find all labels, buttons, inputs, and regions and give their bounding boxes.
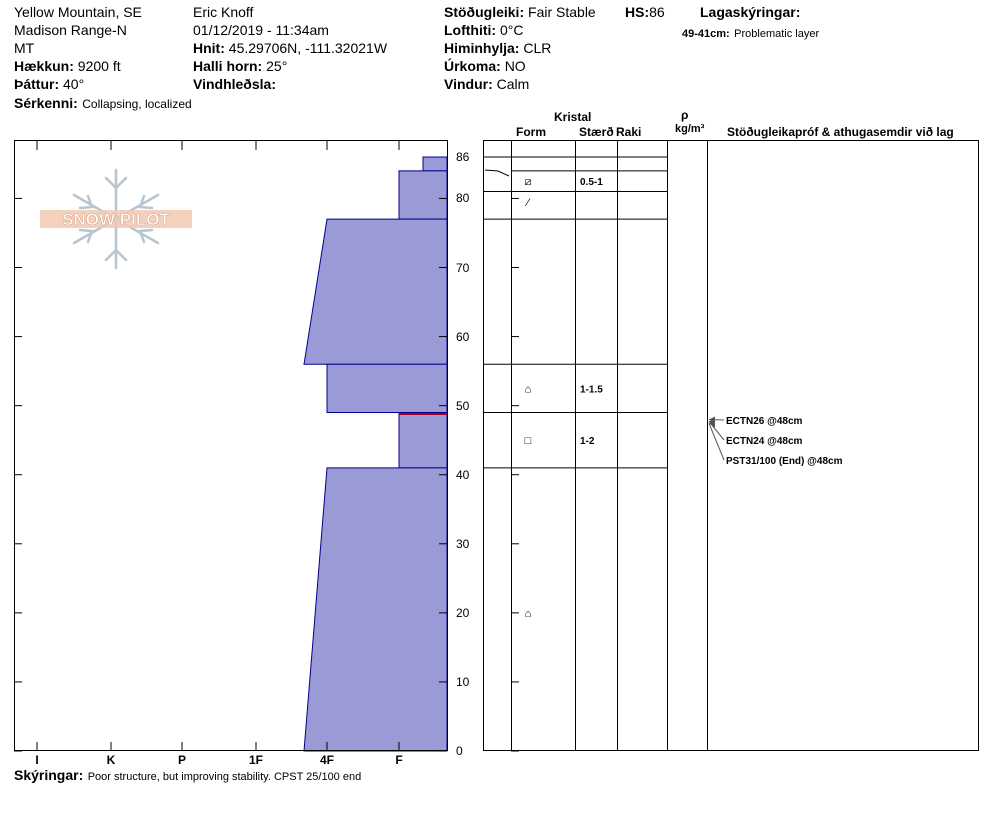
aspect: Þáttur: 40° — [14, 76, 84, 92]
wind-loading: Vindhleðsla: — [193, 76, 276, 92]
table-frame — [483, 140, 979, 751]
depth-tick-label: 30 — [456, 536, 470, 551]
aspect-label: Þáttur: — [14, 76, 60, 92]
datetime: 01/12/2019 - 11:34am — [193, 22, 329, 38]
features-label: Sérkenni: — [14, 95, 78, 111]
stability: Stöðugleiki: Fair Stable — [444, 4, 596, 20]
precip-value: NO — [504, 58, 526, 74]
crystal-form-symbol: ⧄ — [525, 176, 532, 188]
hardness-chart-frame — [14, 140, 448, 751]
snowpilot-logo: SNOW PILOT — [40, 168, 192, 270]
rho-header: ρ — [681, 108, 689, 122]
hardness-layer-0 — [422, 156, 448, 172]
stability-value: Fair Stable — [528, 4, 596, 20]
logo-text: SNOW PILOT — [62, 210, 170, 229]
coords-label: Hnit: — [193, 40, 225, 56]
size-header: Stærð — [579, 125, 614, 139]
elevation-value: 9200 ft — [77, 58, 121, 74]
legend-range: 49-41cm: — [682, 28, 730, 40]
depth-tick-label: 0 — [456, 744, 463, 758]
test-arrowhead — [709, 420, 715, 428]
depth-tick-label: 60 — [456, 329, 470, 344]
wind-value: Calm — [496, 76, 530, 92]
hardness-tick-label: 1F — [248, 753, 263, 767]
depth-tick-label: 80 — [456, 191, 470, 206]
windload-label: Vindhleðsla: — [193, 76, 276, 92]
slope-label: Halli horn: — [193, 58, 263, 74]
coords-value: 45.29706N, -111.32021W — [228, 40, 388, 56]
aspect-value: 40° — [63, 76, 85, 92]
crystal-size-label: 1-2 — [580, 436, 595, 447]
hs-label: HS: — [625, 4, 650, 20]
features: Sérkenni: Collapsing, localized — [14, 95, 192, 113]
legend-text: Problematic layer — [734, 28, 820, 40]
location: Yellow Mountain, SE — [14, 4, 142, 20]
depth-tick-label: 70 — [456, 260, 470, 275]
hardness-layer-2 — [303, 218, 448, 365]
stability-label: Stöðugleiki: — [444, 4, 525, 20]
airtemp-label: Lofthiti: — [444, 22, 497, 38]
wind-label: Vindur: — [444, 76, 493, 92]
hardness-tick-label: K — [106, 753, 116, 767]
elevation: Hækkun: 9200 ft — [14, 58, 121, 74]
hs-value: 86 — [649, 4, 665, 20]
tests-header: Stöðugleikapróf & athugasemdir við lag — [727, 125, 954, 139]
wind: Vindur: Calm — [444, 76, 529, 92]
sky-cover: Himinhylja: CLR — [444, 40, 551, 56]
depth-tick-label: 10 — [456, 674, 470, 689]
hardness-layer-1 — [398, 170, 448, 220]
hardness-layer-4 — [398, 412, 448, 469]
temperature-profile-line — [484, 169, 510, 177]
crystal-form-symbol: ⁄ — [524, 197, 531, 209]
slope-angle: Halli horn: 25° — [193, 58, 287, 74]
stability-test-label: ECTN24 @48cm — [726, 436, 803, 447]
precipitation: Úrkoma: NO — [444, 58, 526, 74]
elevation-label: Hækkun: — [14, 58, 74, 74]
crystal-size-label: 0.5-1 — [580, 177, 603, 188]
hardness-profile — [303, 156, 448, 752]
depth-tick-label: 50 — [456, 398, 470, 413]
state: MT — [14, 40, 35, 56]
coordinates: Hnit: 45.29706N, -111.32021W — [193, 40, 387, 56]
sky-value: CLR — [523, 40, 552, 56]
moisture-header: Raki — [616, 125, 642, 139]
crystal-size-label: 1-1.5 — [580, 384, 603, 395]
crystal-form-symbol: ⌂ — [525, 383, 532, 395]
depth-tick-label: 20 — [456, 605, 470, 620]
slope-value: 25° — [266, 58, 288, 74]
density-unit-header: kg/m³ — [675, 123, 705, 135]
hardness-tick-label: P — [177, 753, 186, 767]
air-temperature: Lofthiti: 0°C — [444, 22, 523, 38]
stability-test-label: ECTN26 @48cm — [726, 416, 803, 427]
crystal-form-symbol: ⌂ — [525, 608, 532, 620]
crystal-form-symbol: □ — [525, 435, 532, 447]
hardness-tick-label: I — [35, 753, 39, 767]
sky-label: Himinhylja: — [444, 40, 520, 56]
crystal-header: Kristal — [554, 110, 592, 124]
hardness-tick-label: F — [395, 753, 403, 767]
test-arrow-line — [708, 423, 725, 461]
hardness-tick-label: 4F — [319, 753, 334, 767]
layer-legend-title: Lagaskýringar: — [700, 4, 801, 20]
layer-legend-entry: 49-41cm: Problematic layer — [682, 24, 819, 42]
airtemp-value: 0°C — [499, 22, 524, 38]
depth-tick-label: 86 — [456, 150, 470, 164]
depth-tick-label: 40 — [456, 467, 470, 482]
snow-height: HS:86 — [625, 4, 665, 20]
notes-label: Skýringar: — [14, 767, 84, 783]
notes: Skýringar: Poor structure, but improving… — [14, 767, 361, 785]
features-value: Collapsing, localized — [82, 97, 192, 111]
range: Madison Range-N — [14, 22, 127, 38]
form-header: Form — [516, 125, 546, 139]
stability-test-label: PST31/100 (End) @48cm — [726, 456, 843, 467]
layer-table: ⧄ 0.5-1 ⁄ ⌂ 1-1.5 □ 1-2 ⌂ ECTN26 @48cm ECTN24 @48… — [483, 140, 979, 751]
notes-value: Poor structure, but improving stability.… — [87, 771, 362, 783]
observer: Eric Knoff — [193, 4, 254, 20]
precip-label: Úrkoma: — [444, 58, 501, 74]
hardness-layer-3 — [326, 363, 448, 414]
hardness-layer-5 — [303, 467, 448, 752]
